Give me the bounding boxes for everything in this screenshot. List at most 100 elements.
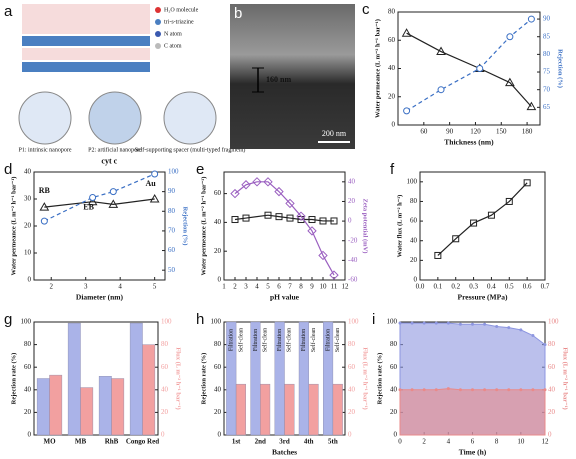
y2-axis-label: Rejection (%) (557, 49, 564, 88)
y2-tick-label: 20 (161, 408, 169, 416)
x-tick-label: 0.4 (487, 283, 496, 291)
x-axis-label: pH value (270, 293, 300, 302)
x-tick-label: RhB (105, 438, 119, 446)
x-tick-label: 0.3 (469, 283, 478, 291)
bar (49, 374, 63, 436)
y2-tick-label: 0 (348, 431, 352, 439)
water-layer (22, 4, 150, 34)
y-tick-label: 20 (214, 247, 222, 255)
series-line (437, 182, 528, 256)
x-axis-label: Time (h) (459, 448, 487, 457)
x-tick-label: 12 (542, 438, 550, 446)
y2-tick-label: 20 (348, 197, 356, 205)
marker (403, 107, 411, 115)
x-tick-label: 2 (233, 283, 237, 291)
bar-label: Filtration (301, 329, 307, 351)
y2-tick-label: 70 (543, 85, 551, 93)
plot-frame (33, 171, 166, 281)
marker (149, 193, 160, 203)
plot-frame (419, 171, 546, 281)
legend-icon (155, 19, 161, 25)
thickness-label: 160 nm (266, 75, 291, 84)
y-tick-label: 0 (392, 121, 396, 129)
y-tick-label: 20 (24, 222, 32, 230)
marker (151, 170, 159, 178)
bar-label: Self-clean (334, 328, 341, 352)
y-tick-label: 80 (410, 197, 418, 205)
y2-axis-label: Flux (L m⁻² h⁻¹ bar⁻¹) (362, 347, 369, 409)
bar-label: Filtration (325, 329, 331, 351)
y2-tick-label: 0 (348, 217, 352, 225)
marker (543, 388, 547, 392)
bar (274, 321, 285, 436)
y2-tick-label: 60 (348, 363, 356, 371)
marker (296, 211, 306, 221)
annotation: EB (83, 202, 94, 211)
y-tick-label: 80 (214, 340, 222, 348)
scale-label: 200 nm (322, 129, 347, 138)
y-axis-label: Rejection rate (%) (10, 353, 17, 405)
marker (108, 199, 119, 208)
y2-tick-label: 90 (168, 187, 176, 195)
bar (142, 344, 156, 436)
y-tick-label: 20 (388, 92, 396, 100)
marker (527, 15, 535, 23)
y-axis-label: Rejection rate (%) (200, 353, 207, 405)
y-tick-label: 100 (211, 318, 222, 326)
marker (401, 28, 412, 37)
bar-label: Filtration (253, 329, 259, 351)
marker (519, 328, 523, 332)
x-tick-label: 2 (422, 438, 426, 446)
marker (505, 197, 513, 205)
y2-tick-label: 40 (348, 177, 356, 185)
series-line (406, 32, 532, 108)
bar-label: Filtration (277, 329, 283, 351)
y2-tick-label: 60 (548, 363, 556, 371)
x-tick-label: 8 (495, 438, 499, 446)
y-axis-label: Water permeance (L m⁻² h⁻¹ bar⁻¹) (200, 177, 207, 276)
y-tick-label: 100 (407, 177, 418, 185)
marker (275, 213, 283, 221)
marker (231, 216, 239, 224)
y2-axis-label: Zeta potential (mV) (362, 199, 369, 254)
x-tick-label: 4 (255, 283, 259, 291)
marker (458, 322, 462, 326)
x-tick-label: 60 (420, 128, 428, 136)
panel-label: d (4, 161, 12, 178)
y-axis-label: Water permeance (L m⁻² h⁻¹ bar⁻¹) (10, 177, 17, 276)
y2-tick-label: 50 (168, 266, 176, 274)
annotation: Au (146, 179, 157, 188)
x-tick-label: 2nd (255, 438, 266, 446)
marker (422, 388, 426, 392)
y2-tick-label: 75 (543, 68, 551, 76)
y-tick-label: 60 (390, 363, 398, 371)
marker (476, 65, 484, 72)
x-tick-label: 12 (342, 283, 350, 291)
x-tick-label: 0.6 (523, 283, 532, 291)
y2-tick-label: 80 (168, 207, 176, 215)
bar (308, 383, 319, 436)
legend-text: H₂O molecule (164, 7, 199, 13)
y2-tick-label: 100 (161, 318, 172, 326)
marker (446, 321, 450, 325)
x-tick-label: 7 (288, 283, 292, 291)
marker (495, 325, 499, 329)
marker (434, 388, 438, 392)
y2-tick-label: 80 (161, 340, 169, 348)
x-tick-label: 1st (232, 438, 241, 446)
x-tick-label: 3rd (279, 438, 290, 446)
bar (129, 322, 143, 436)
zoom-circle (163, 91, 217, 145)
legend-icon (155, 31, 161, 37)
bar (284, 383, 295, 436)
plot-frame (33, 321, 159, 436)
y-tick-label: 20 (214, 408, 222, 416)
x-tick-label: 9 (310, 283, 314, 291)
y2-tick-label: 100 (548, 318, 559, 326)
marker (526, 101, 537, 111)
y2-axis-label: Flux (L m⁻² h⁻¹ bar⁻¹) (562, 347, 569, 409)
annotation: RB (39, 186, 51, 195)
series-line (406, 18, 532, 112)
marker (241, 180, 251, 190)
annotation: cyt c (101, 156, 117, 165)
